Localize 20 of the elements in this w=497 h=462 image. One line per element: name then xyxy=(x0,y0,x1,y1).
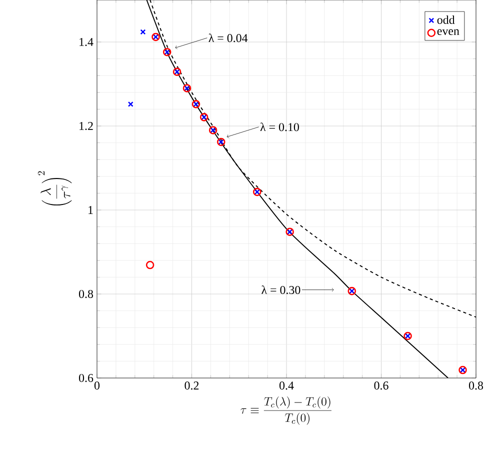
point xyxy=(146,260,154,270)
legend-label: odd xyxy=(437,16,455,24)
y-tick-label: 0.8 xyxy=(78,290,94,298)
point xyxy=(140,29,146,35)
legend-label: even xyxy=(437,29,460,36)
x-tick-label: 0.4 xyxy=(279,382,294,390)
y-tick-label: 1.2 xyxy=(80,122,93,130)
x-axis-title: $\tau \equiv \frac{T_c(\lambda)-T_c(0)}{T_c(0)}$ xyxy=(240,396,332,425)
y-tick-label: 0.6 xyxy=(78,374,94,382)
x-tick-label: 0.2 xyxy=(184,382,199,390)
y-tick-label: 1.4 xyxy=(80,38,94,46)
y-tick-label: 1 xyxy=(88,206,93,214)
point xyxy=(128,101,134,107)
x-tick-label: 0.6 xyxy=(374,382,388,390)
y-axis-title: $\left(\frac{\lambda}{\tau^{\gamma}}\right)^2$ xyxy=(38,171,72,206)
annotation: λ = 0.30 xyxy=(262,286,300,294)
x-tick-label: 0 xyxy=(94,382,100,390)
annotation: λ = 0.04 xyxy=(208,34,248,42)
x-tick-label: 0.8 xyxy=(468,382,484,390)
annotation: λ = 0.10 xyxy=(260,122,299,132)
